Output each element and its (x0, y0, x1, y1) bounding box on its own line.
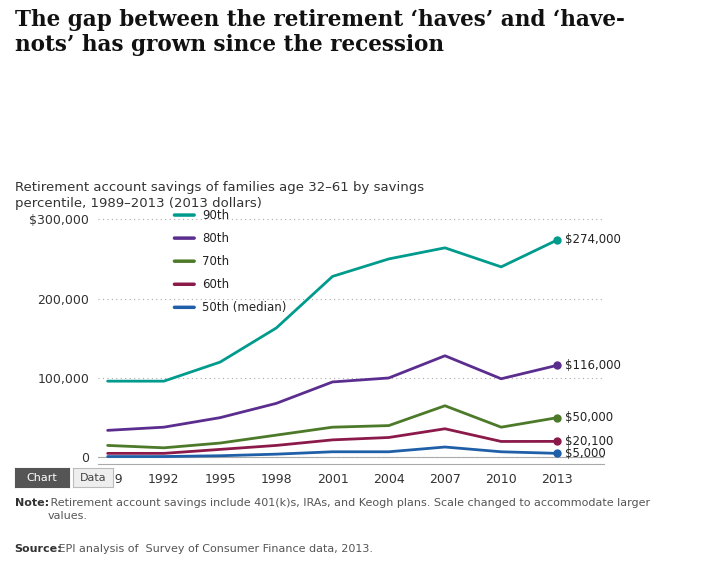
Text: $274,000: $274,000 (565, 233, 621, 247)
Text: EPI analysis of  Survey of Consumer Finance data, 2013.: EPI analysis of Survey of Consumer Finan… (55, 544, 373, 554)
Text: $5,000: $5,000 (565, 447, 606, 460)
Text: $116,000: $116,000 (565, 359, 621, 372)
Text: Retirement account savings of families age 32–61 by savings
percentile, 1989–201: Retirement account savings of families a… (15, 181, 424, 210)
Text: The gap between the retirement ‘haves’ and ‘have-
nots’ has grown since the rece: The gap between the retirement ‘haves’ a… (15, 9, 625, 56)
Text: Retirement account savings include 401(k)s, IRAs, and Keogh plans. Scale changed: Retirement account savings include 401(k… (47, 498, 650, 521)
Text: Data: Data (79, 472, 106, 483)
Text: 50th (median): 50th (median) (202, 301, 286, 314)
Text: Note:: Note: (15, 498, 49, 508)
Text: Source:: Source: (15, 544, 62, 554)
Text: Chart: Chart (26, 472, 58, 483)
Text: $50,000: $50,000 (565, 411, 613, 424)
Text: 70th: 70th (202, 255, 229, 268)
Text: 60th: 60th (202, 278, 229, 291)
Text: 80th: 80th (202, 232, 229, 245)
Text: 90th: 90th (202, 209, 229, 222)
Text: $20,100: $20,100 (565, 435, 613, 448)
